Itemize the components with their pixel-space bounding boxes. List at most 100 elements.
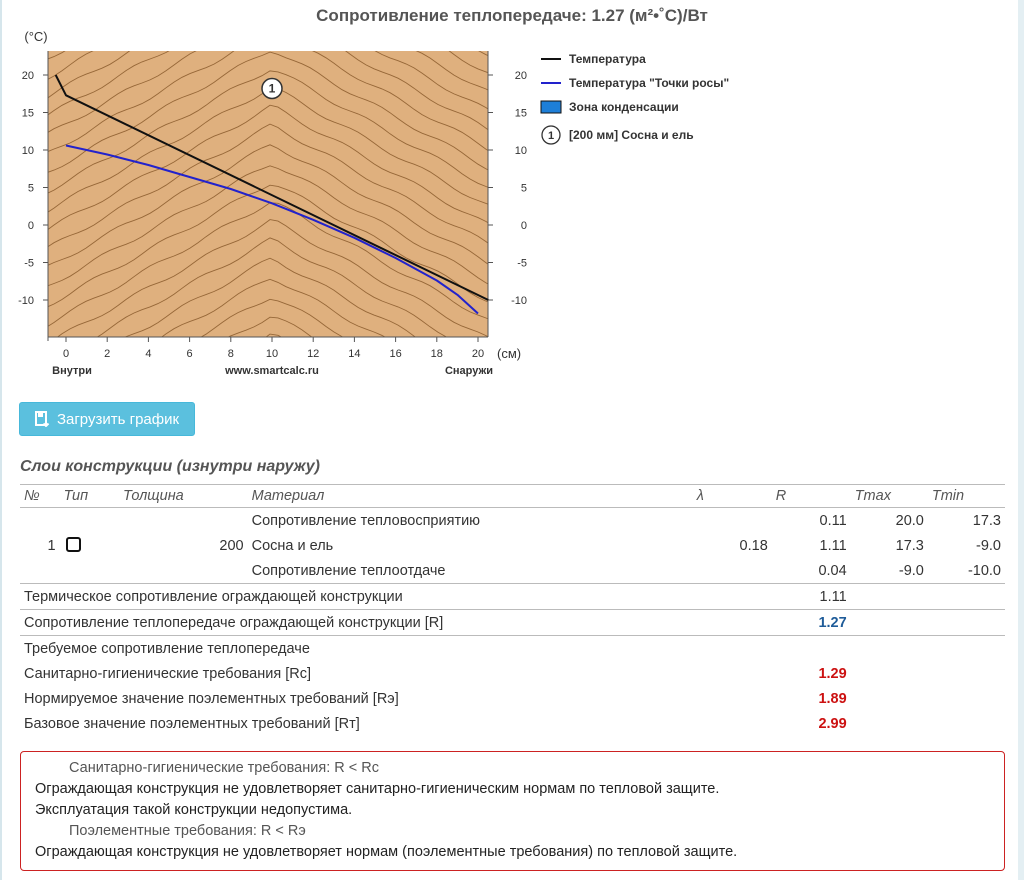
x-tick-label: 4 bbox=[145, 348, 151, 360]
layer-marker-circle bbox=[261, 77, 283, 100]
header-n: № bbox=[20, 484, 60, 508]
y-tick-label-left: 15 bbox=[22, 108, 34, 120]
y-tick-label-right: -10 bbox=[511, 295, 527, 307]
header-material: Материал bbox=[247, 484, 693, 508]
y-tick-label-right: -5 bbox=[517, 258, 527, 270]
legend-swatch-marker bbox=[541, 125, 561, 145]
load-chart-label: Загрузить график bbox=[56, 410, 180, 428]
alert-text: Эксплуатация такой конструкции недопусти… bbox=[35, 802, 353, 818]
wood-grain-line bbox=[48, 51, 488, 173]
tmax-cell: 20.0 bbox=[895, 512, 924, 529]
wood-grain-line bbox=[48, 202, 488, 327]
wood-grain-line bbox=[227, 316, 313, 337]
r-cell: 0.04 bbox=[818, 562, 847, 579]
y-axis-unit: (°C) bbox=[24, 29, 47, 44]
y-tick-label-left: -10 bbox=[18, 295, 34, 307]
wood-grain-pattern bbox=[48, 51, 488, 337]
section-title: Слои конструкции (изнутри наружу) bbox=[20, 458, 320, 475]
tmax-cell: 17.3 bbox=[895, 537, 924, 554]
r-cell: 1.11 bbox=[819, 537, 847, 554]
header-type: Тип bbox=[59, 484, 119, 508]
summary-row-sanitary: Санитарно-гигиенические требования [Rc] … bbox=[20, 661, 1005, 686]
tmin-cell: -10.0 bbox=[967, 562, 1001, 579]
wood-grain-line bbox=[124, 257, 417, 337]
wood-grain-line bbox=[48, 123, 488, 248]
y-tick-label-left: 0 bbox=[28, 220, 34, 232]
wood-grain-line bbox=[48, 51, 488, 152]
wood-grain-line bbox=[48, 51, 488, 99]
summary-value: 1.11 bbox=[771, 583, 851, 610]
header-tmax: Tmax bbox=[850, 484, 928, 508]
header-tmin: Tmin bbox=[927, 484, 1005, 508]
x-tick-label: 20 bbox=[472, 348, 484, 360]
load-chart-button[interactable]: Загрузить график bbox=[19, 402, 195, 436]
x-label-site: www.smartcalc.ru bbox=[224, 365, 319, 377]
material-cell: Сопротивление теплоотдаче bbox=[251, 562, 446, 579]
alert-text: Ограждающая конструкция не удовлетворяет… bbox=[35, 781, 720, 797]
x-tick-label: 12 bbox=[307, 348, 319, 360]
y-tick-label-right: 5 bbox=[521, 183, 527, 195]
x-tick-label: 16 bbox=[389, 348, 401, 360]
r-cell: 0.11 bbox=[819, 512, 847, 529]
download-icon bbox=[34, 411, 50, 427]
summary-row-transfer: Сопротивление теплопередаче ограждающей … bbox=[20, 609, 1005, 636]
wood-grain-line bbox=[48, 165, 488, 287]
layer-number: 1 bbox=[47, 537, 56, 554]
x-tick-label: 14 bbox=[348, 348, 360, 360]
wood-grain-line bbox=[48, 51, 488, 116]
wood-grain-line bbox=[48, 104, 488, 230]
tmin-cell: -9.0 bbox=[976, 537, 1001, 554]
header-lambda: λ bbox=[692, 484, 772, 508]
summary-label: Базовое значение поэлементных требований… bbox=[24, 715, 360, 732]
temperature-chart: 20 20 15 15 10 10 5 5 0 0 -5 -5 -10 -10 0 2 4 6 8 10 12 14 16 1… bbox=[18, 29, 729, 377]
summary-row-required: Требуемое сопротивление теплопередаче bbox=[20, 635, 1005, 661]
layer-marker-label: 1 bbox=[269, 82, 276, 96]
layer-type-icon[interactable] bbox=[65, 537, 81, 552]
table-header-row: № Тип Толщина Материал λ R Tmax Tmin bbox=[20, 484, 1005, 508]
legend-label: [200 мм] Сосна и ель bbox=[569, 128, 694, 142]
tmax-cell: -9.0 bbox=[898, 562, 924, 579]
x-tick-label: 6 bbox=[187, 348, 193, 360]
wood-grain-line bbox=[48, 144, 488, 266]
x-tick-label: 8 bbox=[228, 348, 234, 360]
header-r: R bbox=[771, 484, 851, 508]
x-tick-label: 10 bbox=[266, 348, 278, 360]
layers-table: № Тип Толщина Материал λ R Tmax Tmin Соп… bbox=[20, 484, 1005, 736]
x-tick-label: 18 bbox=[431, 348, 443, 360]
wood-grain-line bbox=[200, 298, 344, 337]
legend-label: Температура bbox=[569, 52, 646, 66]
series-lines bbox=[54, 74, 489, 315]
x-tick-label: 0 bbox=[63, 348, 69, 360]
wood-grain-line bbox=[161, 278, 386, 337]
wood-grain-line bbox=[56, 219, 488, 337]
summary-value: 1.29 bbox=[818, 665, 847, 682]
summary-value: 2.99 bbox=[818, 715, 847, 732]
wood-grain-line bbox=[96, 237, 448, 337]
summary-row-base: Базовое значение поэлементных требований… bbox=[20, 711, 1005, 736]
header-thickness: Толщина bbox=[119, 484, 248, 508]
tmin-cell: 17.3 bbox=[972, 512, 1001, 529]
legend-swatch-box bbox=[540, 100, 562, 114]
x-axis-unit: (см) bbox=[497, 346, 521, 361]
summary-value: 1.27 bbox=[771, 609, 851, 636]
table-row: Сопротивление теплоотдаче 0.04 -9.0 -10.… bbox=[20, 558, 1005, 584]
alert-text: Ограждающая конструкция не удовлетворяет… bbox=[35, 844, 738, 860]
y-tick-label-right: 0 bbox=[521, 220, 527, 232]
y-tick-label-left: 5 bbox=[28, 183, 34, 195]
material-cell: Сосна и ель bbox=[251, 537, 334, 554]
y-tick-label-right: 20 bbox=[515, 70, 527, 82]
summary-row-normalized: Нормируемое значение поэлементных требов… bbox=[20, 686, 1005, 711]
y-tick-label-right: 15 bbox=[515, 108, 527, 120]
y-tick-label-left: 10 bbox=[22, 145, 34, 157]
summary-value: 1.89 bbox=[818, 690, 847, 707]
material-cell: Сопротивление тепловосприятию bbox=[251, 512, 481, 529]
summary-label: Сопротивление теплопередаче ограждающей … bbox=[20, 609, 772, 636]
x-label-inside: Внутри bbox=[52, 365, 92, 377]
legend-marker-label: 1 bbox=[548, 130, 554, 142]
wood-grain-line bbox=[48, 184, 488, 308]
x-label-outside: Снаружи bbox=[445, 365, 493, 377]
chart-legend: Температура Температура "Точки росы" Зона … bbox=[540, 52, 729, 145]
x-tick-label: 2 bbox=[104, 348, 110, 360]
summary-row-thermal: Термическое сопротивление ограждающей ко… bbox=[20, 583, 1005, 610]
wood-grain-line bbox=[265, 333, 283, 337]
